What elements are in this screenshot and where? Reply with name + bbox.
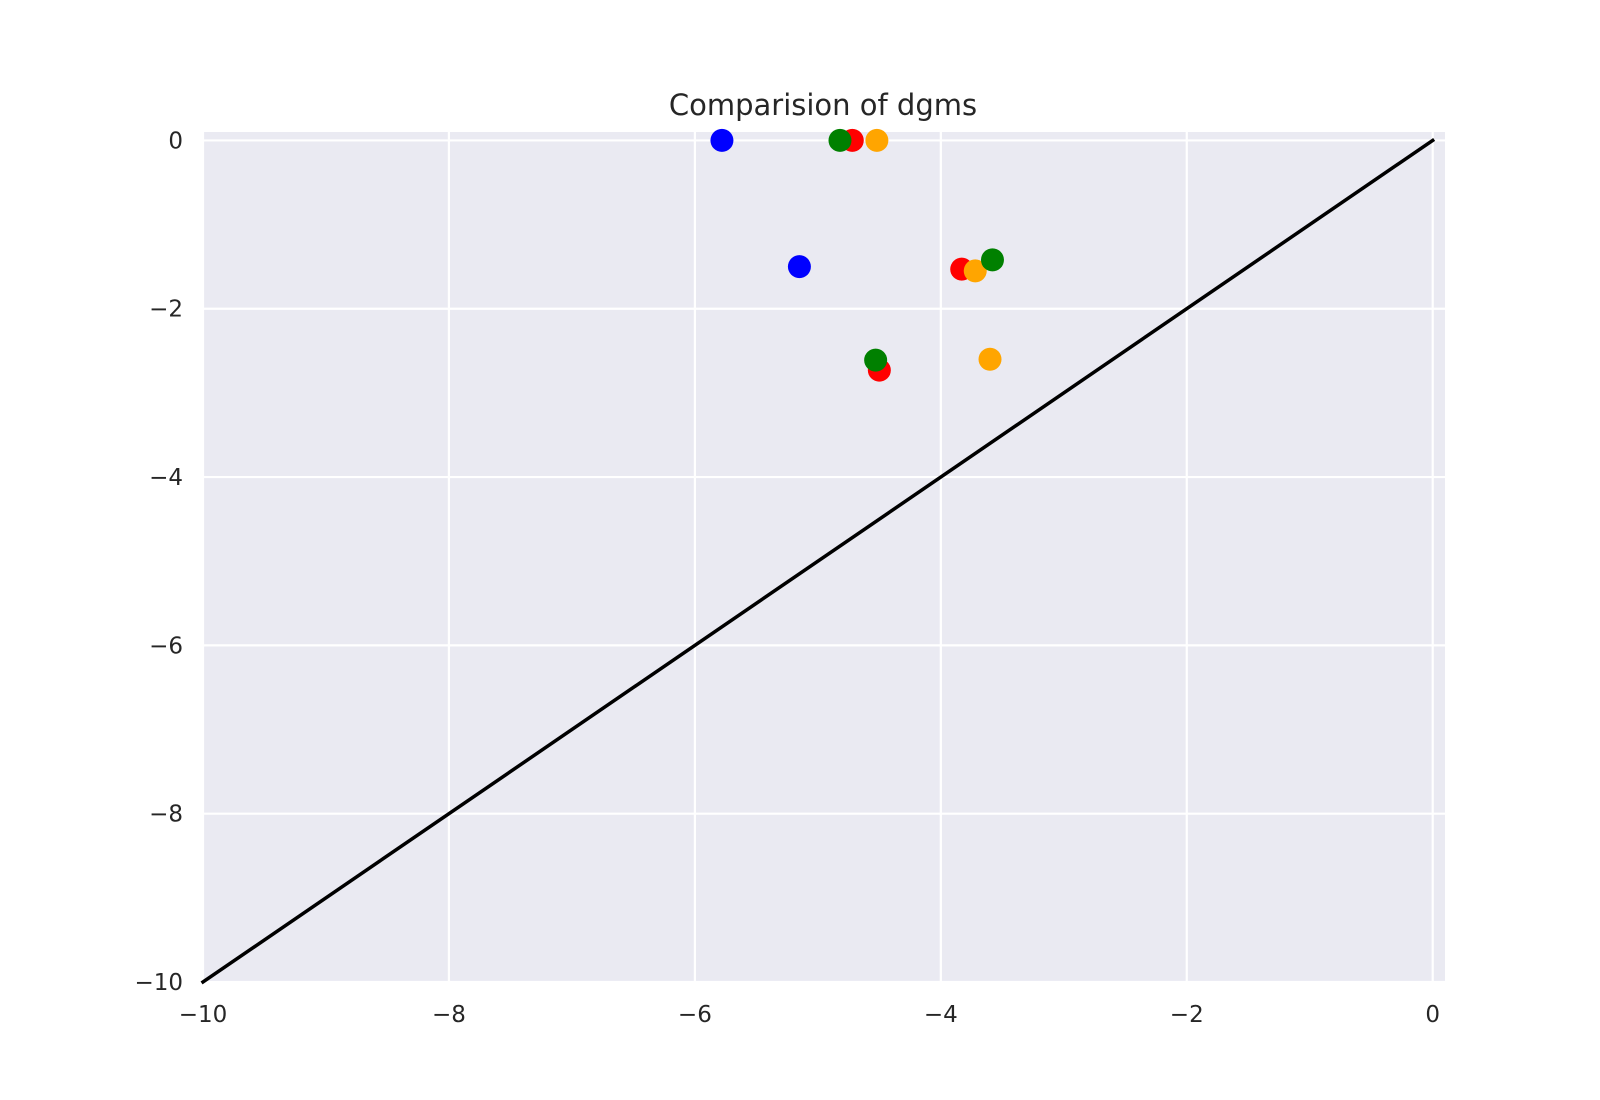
data-point: [710, 128, 734, 152]
y-tick-label: −4: [149, 465, 183, 491]
x-axis: −10 −8 −6 −4 −2 0: [179, 1002, 1440, 1028]
diagonal-line: [200, 137, 1436, 985]
x-tick-label: −2: [1170, 1002, 1204, 1028]
data-point: [787, 255, 811, 279]
x-tick-label: −6: [678, 1002, 712, 1028]
x-tick-label: 0: [1425, 1002, 1440, 1028]
data-point: [978, 347, 1002, 371]
data-point: [828, 128, 852, 152]
data-point: [864, 348, 888, 372]
y-axis: −10 −8 −6 −4 −2 0: [134, 128, 183, 996]
data-point: [963, 259, 987, 283]
y-tick-label: −2: [149, 297, 183, 323]
y-tick-label: 0: [168, 128, 183, 154]
x-tick-label: −4: [924, 1002, 958, 1028]
chart-title: Comparision of dgms: [669, 88, 977, 122]
y-tick-label: −10: [134, 970, 183, 996]
data-point: [865, 128, 889, 152]
diagonal-line-group: [200, 137, 1436, 985]
x-tick-label: −10: [179, 1002, 228, 1028]
y-tick-label: −8: [149, 802, 183, 828]
y-tick-label: −6: [149, 633, 183, 659]
scatter-points: [710, 128, 1004, 382]
grid-lines: [201, 132, 1445, 984]
data-point: [980, 248, 1004, 272]
x-tick-label: −8: [432, 1002, 466, 1028]
